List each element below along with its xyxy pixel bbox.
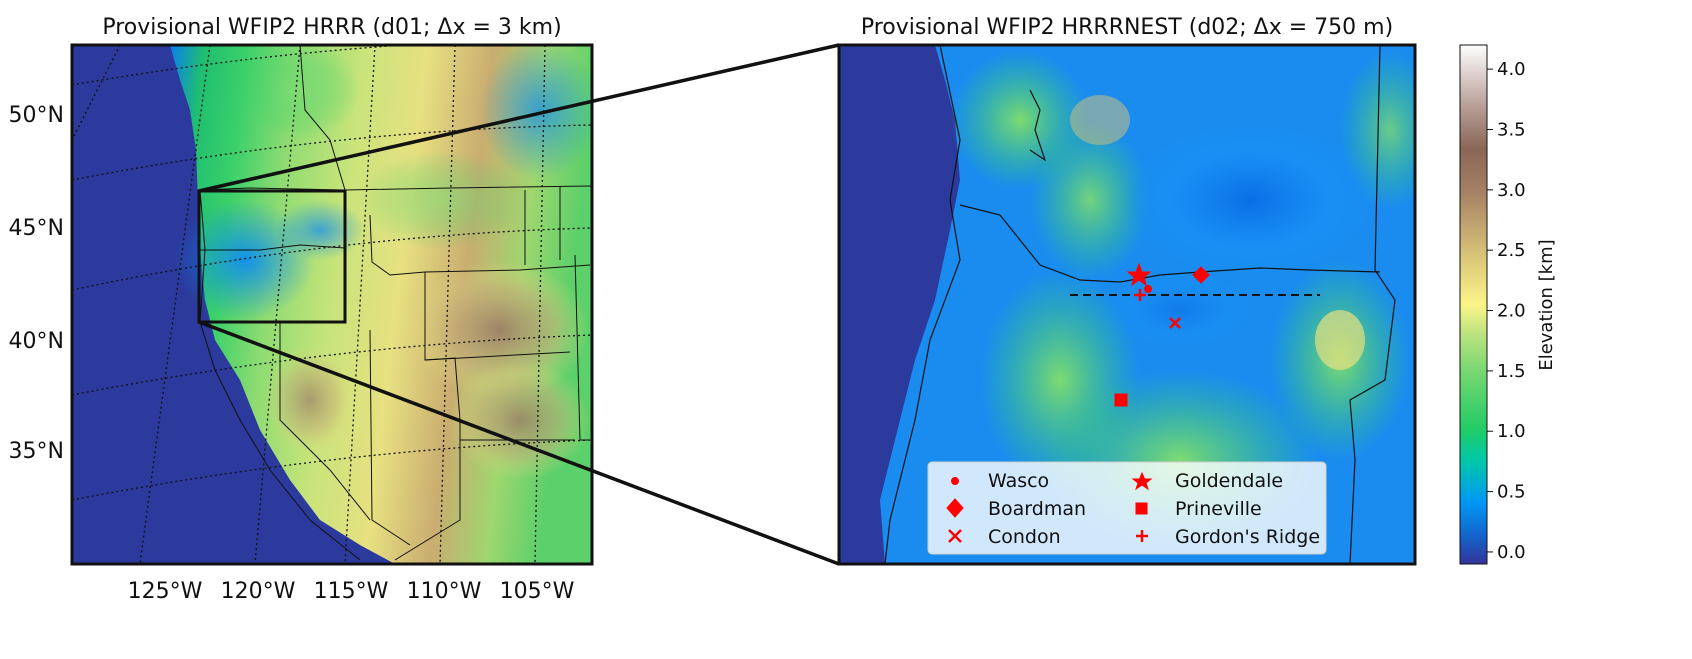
boardman-marker bbox=[1192, 266, 1210, 284]
legend-square-icon bbox=[1135, 502, 1148, 515]
colorbar-tick-label: 3.0 bbox=[1497, 180, 1526, 201]
lon-label: 125°W bbox=[128, 579, 203, 604]
d02-inset-box bbox=[197, 189, 347, 324]
legend-label: Goldendale bbox=[1175, 470, 1283, 492]
colorbar-tick-label: 1.5 bbox=[1497, 361, 1526, 382]
lat-label: 40°N bbox=[9, 329, 64, 354]
legend-label: Gordon's Ridge bbox=[1175, 526, 1320, 548]
legend-label: Condon bbox=[988, 526, 1061, 548]
colorbar-tick-label: 0.5 bbox=[1497, 482, 1526, 503]
lat-label: 45°N bbox=[9, 216, 64, 241]
legend-box bbox=[927, 461, 1327, 555]
legend-dot-icon bbox=[951, 477, 959, 485]
legend-label: Boardman bbox=[988, 498, 1086, 520]
colorbar-tick-label: 2.5 bbox=[1497, 240, 1526, 261]
right-map-title: Provisional WFIP2 HRRRNEST (d02; Δx = 75… bbox=[861, 15, 1393, 40]
colorbar-ticks: 0.0 0.5 1.0 1.5 2.0 2.5 3.0 3.5 4.0 bbox=[1487, 59, 1526, 563]
lat-label: 35°N bbox=[9, 439, 64, 464]
colorbar-tick-label: 4.0 bbox=[1497, 59, 1526, 80]
gordons-ridge-marker bbox=[1134, 289, 1146, 301]
legend-label: Wasco bbox=[988, 470, 1049, 492]
lon-label: 110°W bbox=[407, 579, 482, 604]
zoom-connector bbox=[198, 43, 840, 566]
goldendale-marker bbox=[1126, 262, 1152, 287]
condon-marker bbox=[1169, 317, 1181, 329]
legend-plus-icon bbox=[1136, 530, 1148, 542]
legend-star-icon bbox=[1131, 471, 1153, 491]
colorbar-tick-label: 0.0 bbox=[1497, 542, 1526, 563]
site-markers bbox=[1114, 262, 1210, 407]
prineville-marker bbox=[1114, 393, 1128, 407]
colorbar-label: Elevation [km] bbox=[1536, 239, 1557, 370]
colorbar-gradient bbox=[1459, 44, 1488, 565]
left-map: Provisional WFIP2 HRRR (d01; Δx = 3 km) bbox=[9, 15, 594, 604]
colorbar-tick-label: 1.0 bbox=[1497, 421, 1526, 442]
right-map: Provisional WFIP2 HRRRNEST (d02; Δx = 75… bbox=[837, 15, 1417, 566]
legend-label: Prineville bbox=[1175, 498, 1262, 520]
wasco-marker bbox=[1144, 285, 1152, 293]
legend-x-icon bbox=[948, 529, 962, 543]
left-map-title: Provisional WFIP2 HRRR (d01; Δx = 3 km) bbox=[102, 15, 561, 40]
colorbar-tick-label: 3.5 bbox=[1497, 119, 1526, 140]
lat-label: 50°N bbox=[9, 103, 64, 128]
left-map-frame bbox=[70, 43, 594, 566]
legend-diamond-icon bbox=[946, 498, 964, 518]
legend: Wasco Goldendale Boardman Prineville Con… bbox=[927, 461, 1327, 555]
colorbar-tick-label: 2.0 bbox=[1497, 301, 1526, 322]
lon-label: 115°W bbox=[314, 579, 389, 604]
lon-label: 105°W bbox=[500, 579, 575, 604]
lon-label: 120°W bbox=[221, 579, 296, 604]
colorbar: 0.0 0.5 1.0 1.5 2.0 2.5 3.0 3.5 4.0 Elevation [k… bbox=[1459, 44, 1557, 565]
right-map-frame bbox=[837, 43, 1417, 566]
